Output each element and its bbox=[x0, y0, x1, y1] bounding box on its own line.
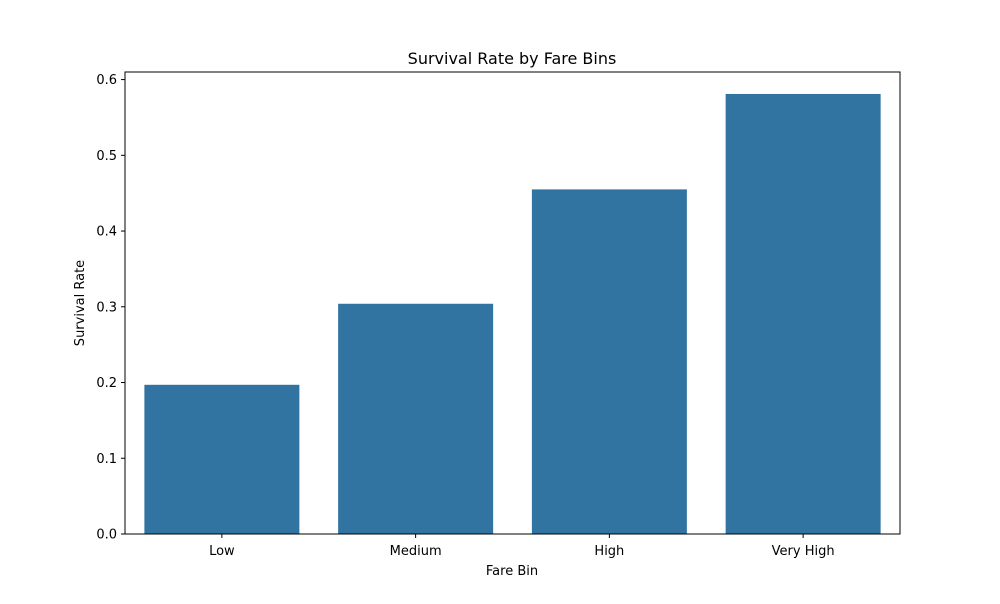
x-tick-label: Low bbox=[209, 544, 235, 559]
bars-layer bbox=[144, 93, 881, 535]
y-axis: 0.0 0.1 0.2 0.3 0.4 0.5 0.6 bbox=[96, 73, 125, 543]
y-tick-label: 0.6 bbox=[96, 73, 117, 88]
y-tick-label: 0.5 bbox=[96, 149, 117, 164]
bar-very-high bbox=[725, 93, 881, 535]
bar-high bbox=[531, 189, 687, 534]
y-axis-label: Survival Rate bbox=[73, 260, 88, 346]
y-tick-label: 0.2 bbox=[96, 376, 117, 391]
x-axis: Low Medium High Very High bbox=[209, 534, 835, 559]
bar-medium bbox=[338, 303, 494, 534]
y-tick-label: 0.1 bbox=[96, 452, 117, 467]
y-tick-label: 0.3 bbox=[96, 300, 117, 315]
bar-low bbox=[144, 384, 300, 534]
plot-frame bbox=[124, 71, 901, 535]
x-tick-label: Very High bbox=[772, 544, 835, 559]
x-tick-label: High bbox=[594, 544, 624, 559]
x-tick-label: Medium bbox=[390, 544, 442, 559]
chart-title: Survival Rate by Fare Bins bbox=[408, 49, 617, 68]
y-tick-label: 0.4 bbox=[96, 225, 117, 240]
x-axis-label: Fare Bin bbox=[486, 564, 538, 579]
y-tick-label: 0.0 bbox=[96, 528, 117, 543]
